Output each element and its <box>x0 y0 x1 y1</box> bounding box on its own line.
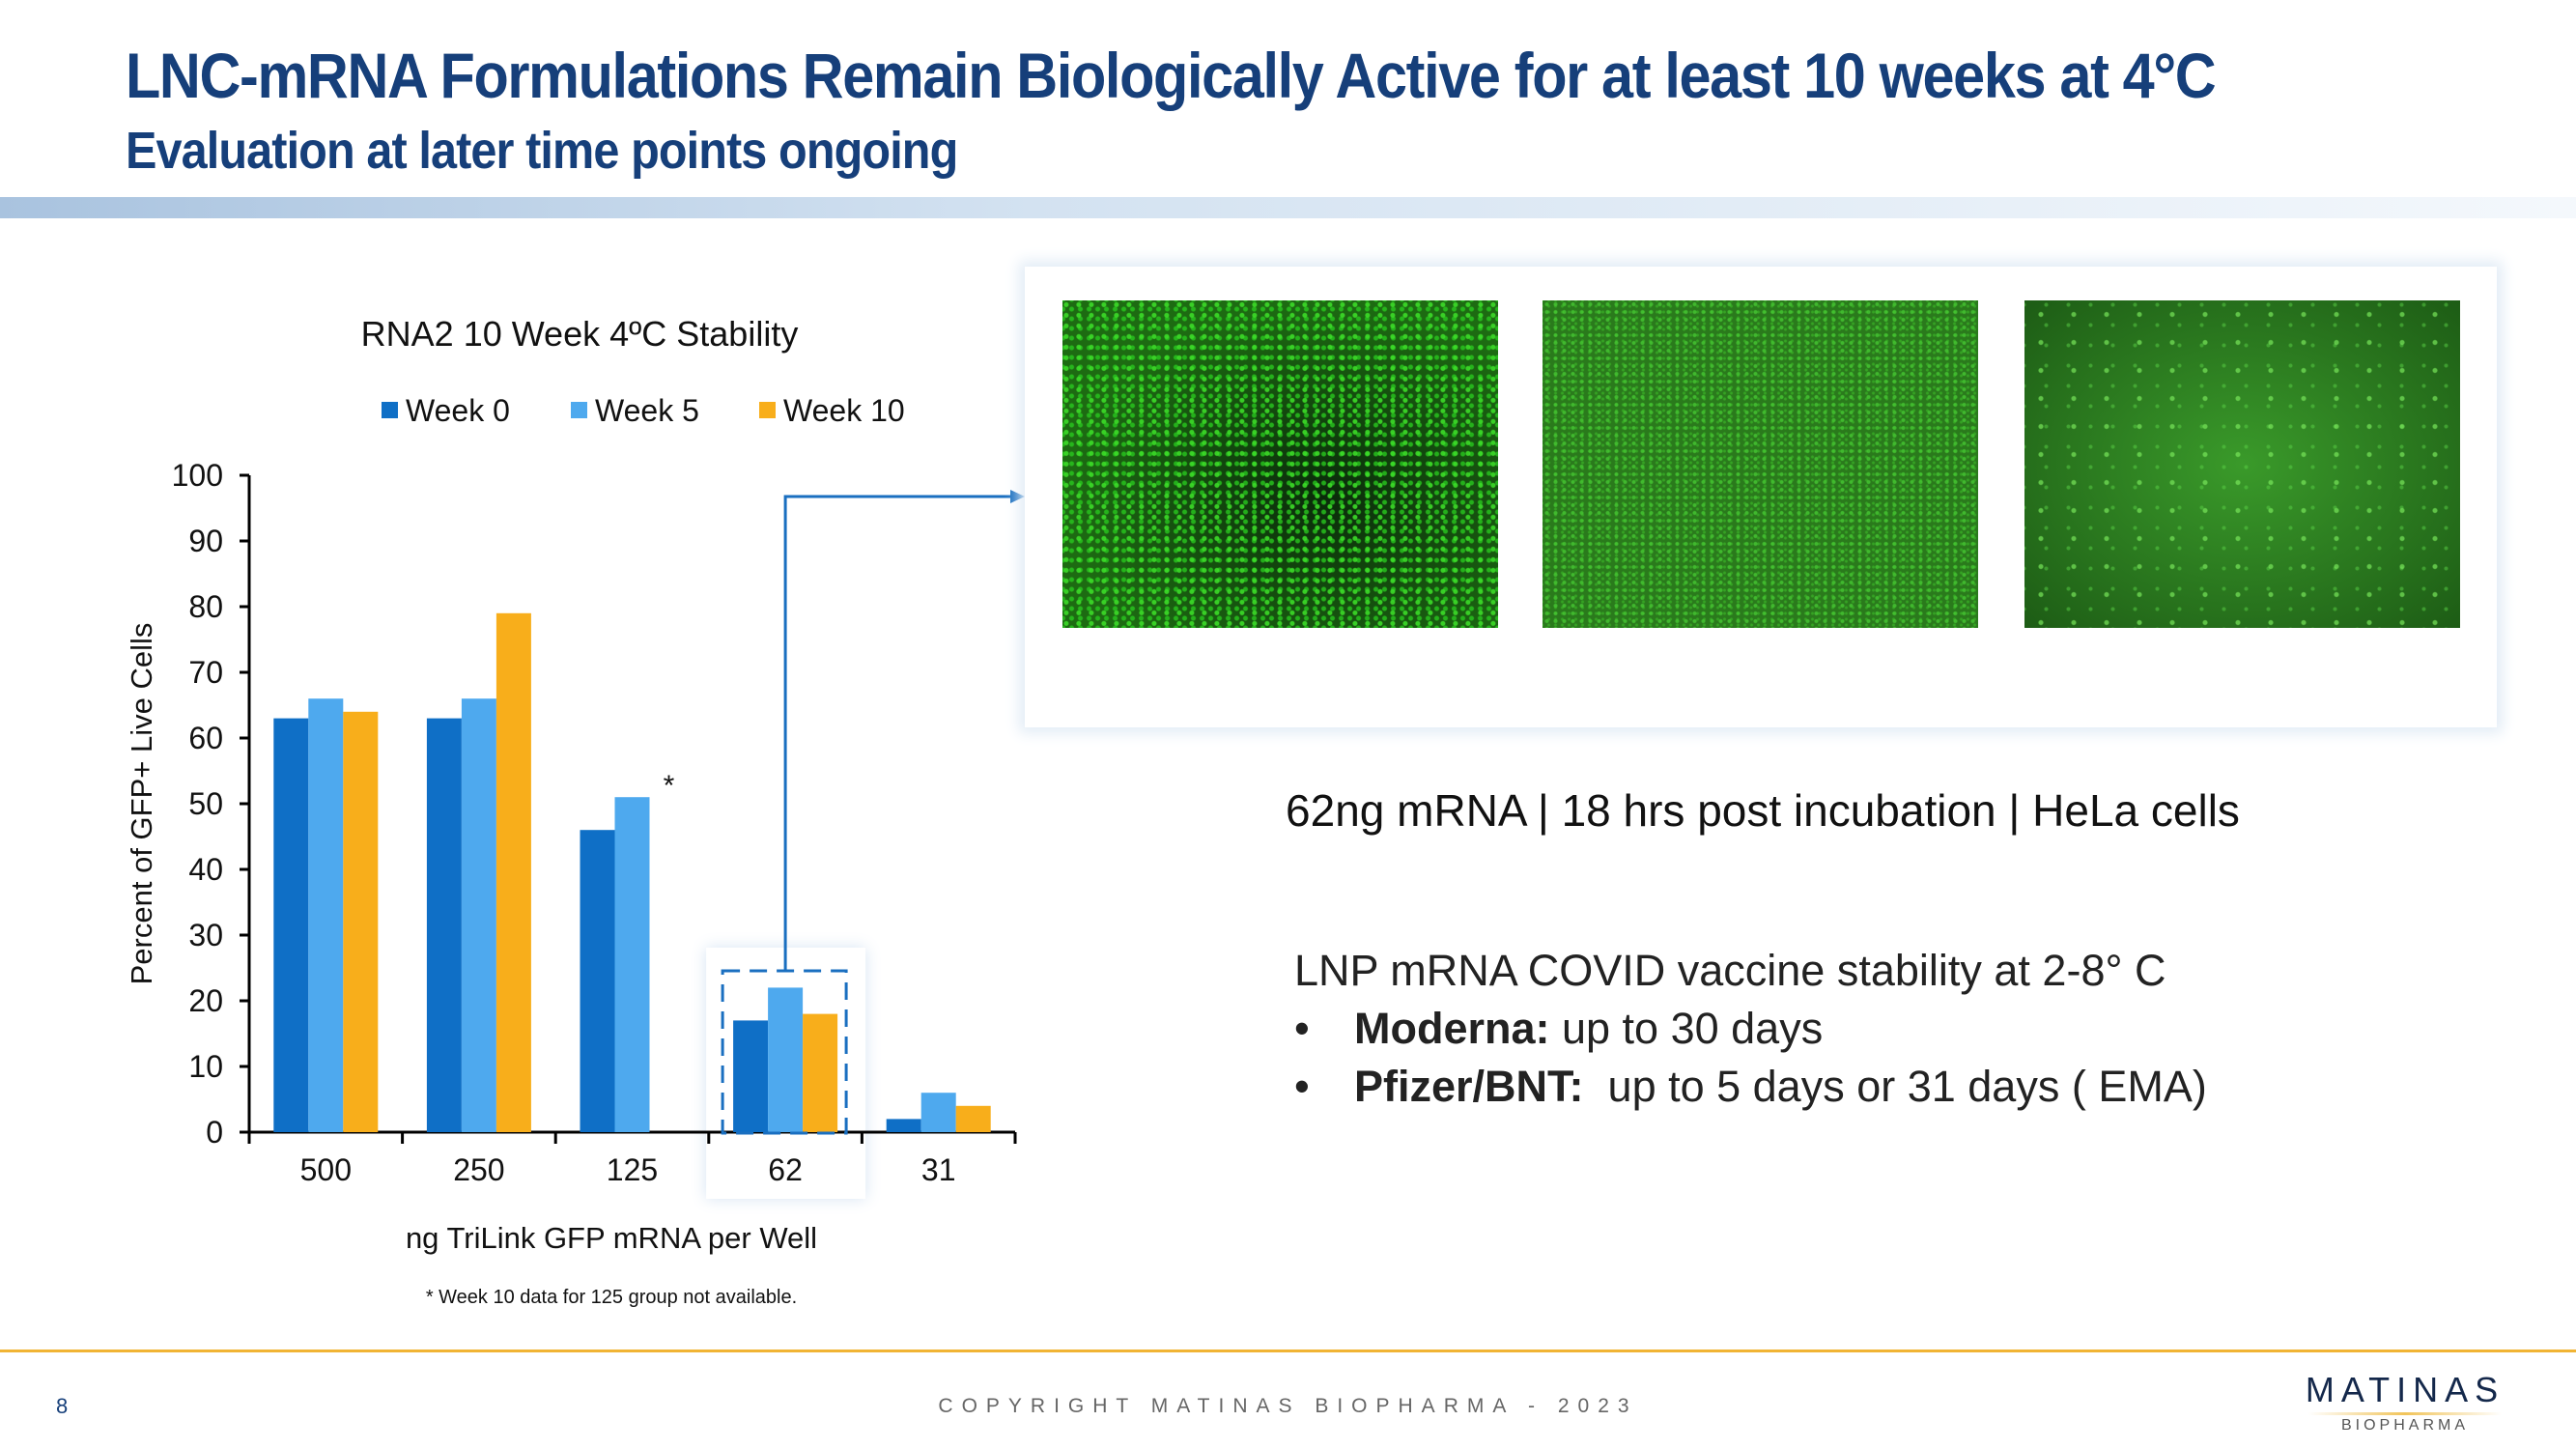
y-tick-label: 100 <box>172 458 223 493</box>
bar-week-0-250 <box>426 718 462 1132</box>
bar-week-5-125 <box>614 797 650 1132</box>
x-axis-label: ng TriLink GFP mRNA per Well <box>406 1221 817 1255</box>
bar-week-10-500 <box>343 711 379 1132</box>
bullet-text: up to 5 days or 31 days ( EMA) <box>1583 1062 2207 1111</box>
bar-week-10-31 <box>955 1105 991 1132</box>
legend-label: Week 10 <box>783 393 905 428</box>
footer-divider <box>0 1350 2576 1352</box>
chart-title: RNA2 10 Week 4ºC Stability <box>361 314 799 354</box>
bar-chart: RNA2 10 Week 4ºC Stability Week 0 Week 5 We… <box>125 314 1025 1308</box>
bullet-bold: Moderna: <box>1354 1004 1550 1053</box>
annotation-asterisk: * <box>664 770 675 802</box>
copyright: COPYRIGHT MATINAS BIOPHARMA - 2023 <box>938 1395 1638 1417</box>
bar-week-5-500 <box>308 698 344 1132</box>
logo-swoosh <box>2308 1412 2502 1415</box>
legend-swatch <box>759 402 776 418</box>
y-tick-label: 40 <box>188 852 223 887</box>
y-tick-label: 70 <box>188 655 223 690</box>
legend-swatch <box>571 402 587 418</box>
x-tick-label: 62 <box>768 1152 803 1187</box>
x-tick-label: 31 <box>921 1152 956 1187</box>
company-logo: MATINAS BIOPHARMA <box>2299 1370 2511 1435</box>
chart-footnote: * Week 10 data for 125 group not availab… <box>426 1287 797 1308</box>
y-tick-label: 50 <box>188 786 223 821</box>
image-label: WEEK 0 <box>1214 642 1346 682</box>
page-subtitle: Evaluation at later time points ongoing <box>126 122 958 180</box>
y-tick-label: 90 <box>188 524 223 558</box>
image-label: WEEK 10 <box>2166 642 2318 682</box>
bullet-item: • Moderna: up to 30 days <box>1294 1004 1824 1053</box>
y-axis-label: Percent of GFP+ Live Cells <box>125 623 158 985</box>
arrow-head <box>1010 490 1025 503</box>
microscopy-image-week10: WEEK 10 <box>2024 300 2460 682</box>
y-tick-label: 0 <box>206 1115 223 1150</box>
logo-text: MATINAS <box>2305 1370 2505 1409</box>
bar-week-0-500 <box>273 718 309 1132</box>
conditions-text: 62ng mRNA | 18 hrs post incubation | HeL… <box>1286 785 2240 836</box>
header-divider <box>0 197 2576 218</box>
bar-week-5-250 <box>461 698 496 1132</box>
bullet-bold: Pfizer/BNT: <box>1354 1062 1584 1111</box>
microscopy-panel: WEEK 0 WEEK 5 WEEK 10 <box>1025 267 2497 727</box>
bar-week-0-62 <box>733 1020 769 1132</box>
bar-week-10-62 <box>803 1013 838 1132</box>
page-title: LNC-mRNA Formulations Remain Biologicall… <box>126 40 2217 111</box>
bar-week-5-62 <box>768 987 804 1132</box>
y-tick-label: 20 <box>188 983 223 1018</box>
bullet-text: up to 30 days <box>1549 1004 1824 1053</box>
microscopy-image-week0: WEEK 0 <box>1062 300 1498 682</box>
logo-subtext: BIOPHARMA <box>2340 1417 2469 1434</box>
legend-swatch <box>382 402 398 418</box>
legend-label: Week 5 <box>595 393 699 428</box>
page-number: 8 <box>56 1394 69 1418</box>
stability-notes: LNP mRNA COVID vaccine stability at 2-8°… <box>1294 942 2207 1116</box>
bullet-item: • Pfizer/BNT: up to 5 days or 31 days ( E… <box>1294 1062 2207 1111</box>
bar-week-5-31 <box>920 1093 956 1132</box>
bar-week-0-31 <box>886 1119 921 1132</box>
y-tick-label: 10 <box>188 1049 223 1084</box>
y-tick-label: 60 <box>188 721 223 755</box>
y-tick-label: 80 <box>188 589 223 624</box>
bar-week-0-125 <box>580 830 615 1132</box>
microscopy-image-week5: WEEK 5 <box>1543 300 1978 682</box>
x-tick-label: 125 <box>607 1152 658 1187</box>
bar-week-10-250 <box>495 612 531 1132</box>
stability-heading: LNP mRNA COVID vaccine stability at 2-8°… <box>1294 946 2166 995</box>
image-label: WEEK 5 <box>1694 642 1826 682</box>
y-tick-label: 30 <box>188 918 223 952</box>
x-tick-label: 500 <box>300 1152 352 1187</box>
x-tick-label: 250 <box>453 1152 504 1187</box>
legend-label: Week 0 <box>406 393 510 428</box>
connector-arrow <box>783 495 1014 971</box>
